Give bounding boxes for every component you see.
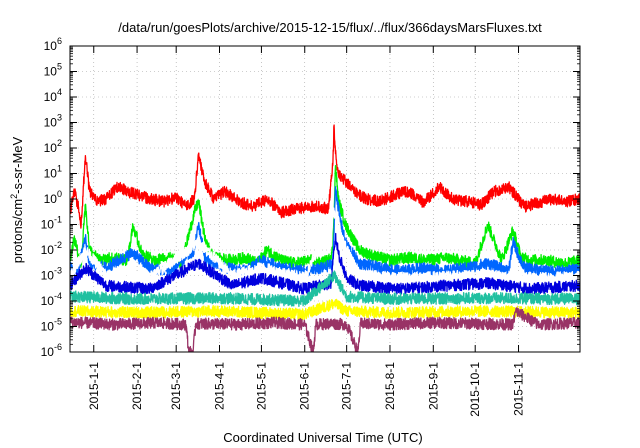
y-axis-label-exp: 2 xyxy=(9,194,19,199)
y-tick-label-exp: 1 xyxy=(57,164,62,174)
y-tick-label-base: 10 xyxy=(44,167,58,181)
y-tick-label: 10-5 xyxy=(41,317,62,334)
y-tick-label-exp: -2 xyxy=(54,240,62,250)
y-tick-label: 102 xyxy=(44,138,62,155)
y-axis-label-main: protons/cm xyxy=(10,199,25,263)
y-tick-label-exp: -3 xyxy=(54,266,62,276)
y-tick-label-base: 10 xyxy=(44,65,58,79)
y-axis-label: protons/cm2-s-sr-MeV xyxy=(9,136,25,263)
y-tick-label-exp: 6 xyxy=(57,36,62,46)
y-tick-label-exp: 3 xyxy=(57,113,62,123)
x-tick-label: 2015-9-1 xyxy=(426,362,440,410)
series-line xyxy=(70,207,580,285)
y-tick-label-exp: 5 xyxy=(57,62,62,72)
x-axis-label: Coordinated Universal Time (UTC) xyxy=(223,430,422,445)
y-tick-label: 10-1 xyxy=(41,215,62,232)
series-line xyxy=(70,298,580,321)
y-tick-label: 10-4 xyxy=(41,291,62,308)
y-tick-label: 106 xyxy=(44,36,62,53)
y-tick-label: 10-2 xyxy=(41,240,62,257)
y-tick-label: 10-3 xyxy=(41,266,62,283)
series-line xyxy=(70,270,580,307)
y-tick-label-base: 10 xyxy=(41,218,55,232)
x-axis: 2015-1-1 2015-2-1 2015-3-1 2015-4-1 2015-5-1… xyxy=(87,46,526,417)
y-tick-label-base: 10 xyxy=(41,243,55,257)
y-tick-label-exp: -5 xyxy=(54,317,62,327)
y-tick-label-exp: 0 xyxy=(57,189,62,199)
chart-title: /data/run/goesPlots/archive/2015-12-15/f… xyxy=(118,20,542,35)
y-tick-label-base: 10 xyxy=(41,294,55,308)
x-tick-label: 2015-10-1 xyxy=(468,362,482,417)
y-tick-label-base: 10 xyxy=(44,116,58,130)
y-tick-label-base: 10 xyxy=(41,269,55,283)
y-axis: 10-610-510-410-310-210-11001011021031041… xyxy=(41,36,580,359)
y-tick-label-exp: -1 xyxy=(54,215,62,225)
y-axis-label-rest: -s-sr-MeV xyxy=(10,136,25,193)
y-tick-label-base: 10 xyxy=(41,345,55,359)
series-line xyxy=(70,124,580,229)
x-tick-label: 2015-11-1 xyxy=(512,362,526,416)
x-tick-label: 2015-5-1 xyxy=(254,362,268,410)
y-tick-label-base: 10 xyxy=(44,141,58,155)
series-layer xyxy=(70,124,580,352)
y-tick-label: 100 xyxy=(44,189,62,206)
y-tick-label-exp: 2 xyxy=(57,138,62,148)
x-tick-label: 2015-6-1 xyxy=(298,362,312,410)
series-line xyxy=(70,307,580,352)
series-line xyxy=(70,232,580,295)
x-tick-label: 2015-7-1 xyxy=(340,362,354,410)
y-tick-label-base: 10 xyxy=(44,90,58,104)
y-tick-label-exp: -6 xyxy=(54,342,62,352)
x-tick-label: 2015-8-1 xyxy=(383,362,397,410)
y-tick-label-base: 10 xyxy=(44,192,58,206)
y-tick-label: 103 xyxy=(44,113,62,130)
y-tick-label: 10-6 xyxy=(41,342,62,359)
y-tick-label: 105 xyxy=(44,62,62,79)
y-tick-label: 101 xyxy=(44,164,62,181)
y-tick-label: 104 xyxy=(44,87,62,104)
x-tick-label: 2015-1-1 xyxy=(87,362,101,410)
x-tick-label: 2015-4-1 xyxy=(213,362,227,410)
y-tick-label-base: 10 xyxy=(44,39,58,53)
x-tick-label: 2015-3-1 xyxy=(169,362,183,410)
series-line xyxy=(70,164,580,269)
y-tick-label-base: 10 xyxy=(41,320,55,334)
x-tick-label: 2015-2-1 xyxy=(130,362,144,410)
y-tick-label-exp: -4 xyxy=(54,291,62,301)
y-tick-label-exp: 4 xyxy=(57,87,62,97)
